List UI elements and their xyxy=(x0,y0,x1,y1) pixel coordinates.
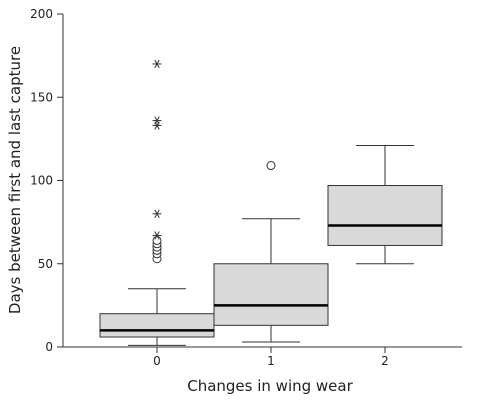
y-tick-label: 0 xyxy=(45,340,53,354)
y-tick-label: 100 xyxy=(30,174,53,188)
outlier-circle xyxy=(266,161,276,171)
outlier-star xyxy=(152,209,162,218)
iqr-box xyxy=(99,313,215,338)
y-tick-label: 200 xyxy=(30,7,53,21)
box-1 xyxy=(213,161,329,343)
outlier-star xyxy=(152,116,162,125)
outlier-star xyxy=(152,59,162,69)
y-tick-label: 150 xyxy=(30,90,53,104)
outlier-star-stroke xyxy=(154,59,160,69)
box-0 xyxy=(99,59,215,346)
iqr-box xyxy=(327,184,443,246)
iqr-box xyxy=(213,263,329,326)
x-ticks: 0 1 2 xyxy=(153,347,389,368)
boxes xyxy=(99,59,443,346)
y-ticks: 0 50 100 150 200 xyxy=(30,7,63,354)
outlier-star xyxy=(152,121,162,130)
outlier-star xyxy=(152,231,162,240)
outlier-circle xyxy=(152,235,162,245)
x-tick-label: 0 xyxy=(153,354,161,368)
x-axis-title: Changes in wing wear xyxy=(187,377,353,395)
y-axis-title: Days between first and last capture xyxy=(6,46,24,314)
outlier-star-stroke xyxy=(154,209,160,218)
outlier-star-stroke xyxy=(154,116,160,125)
box-2 xyxy=(327,145,443,265)
x-tick-label: 1 xyxy=(267,354,275,368)
outlier-star-stroke xyxy=(154,231,160,240)
x-tick-label: 2 xyxy=(381,354,389,368)
y-tick-label: 50 xyxy=(38,257,53,271)
